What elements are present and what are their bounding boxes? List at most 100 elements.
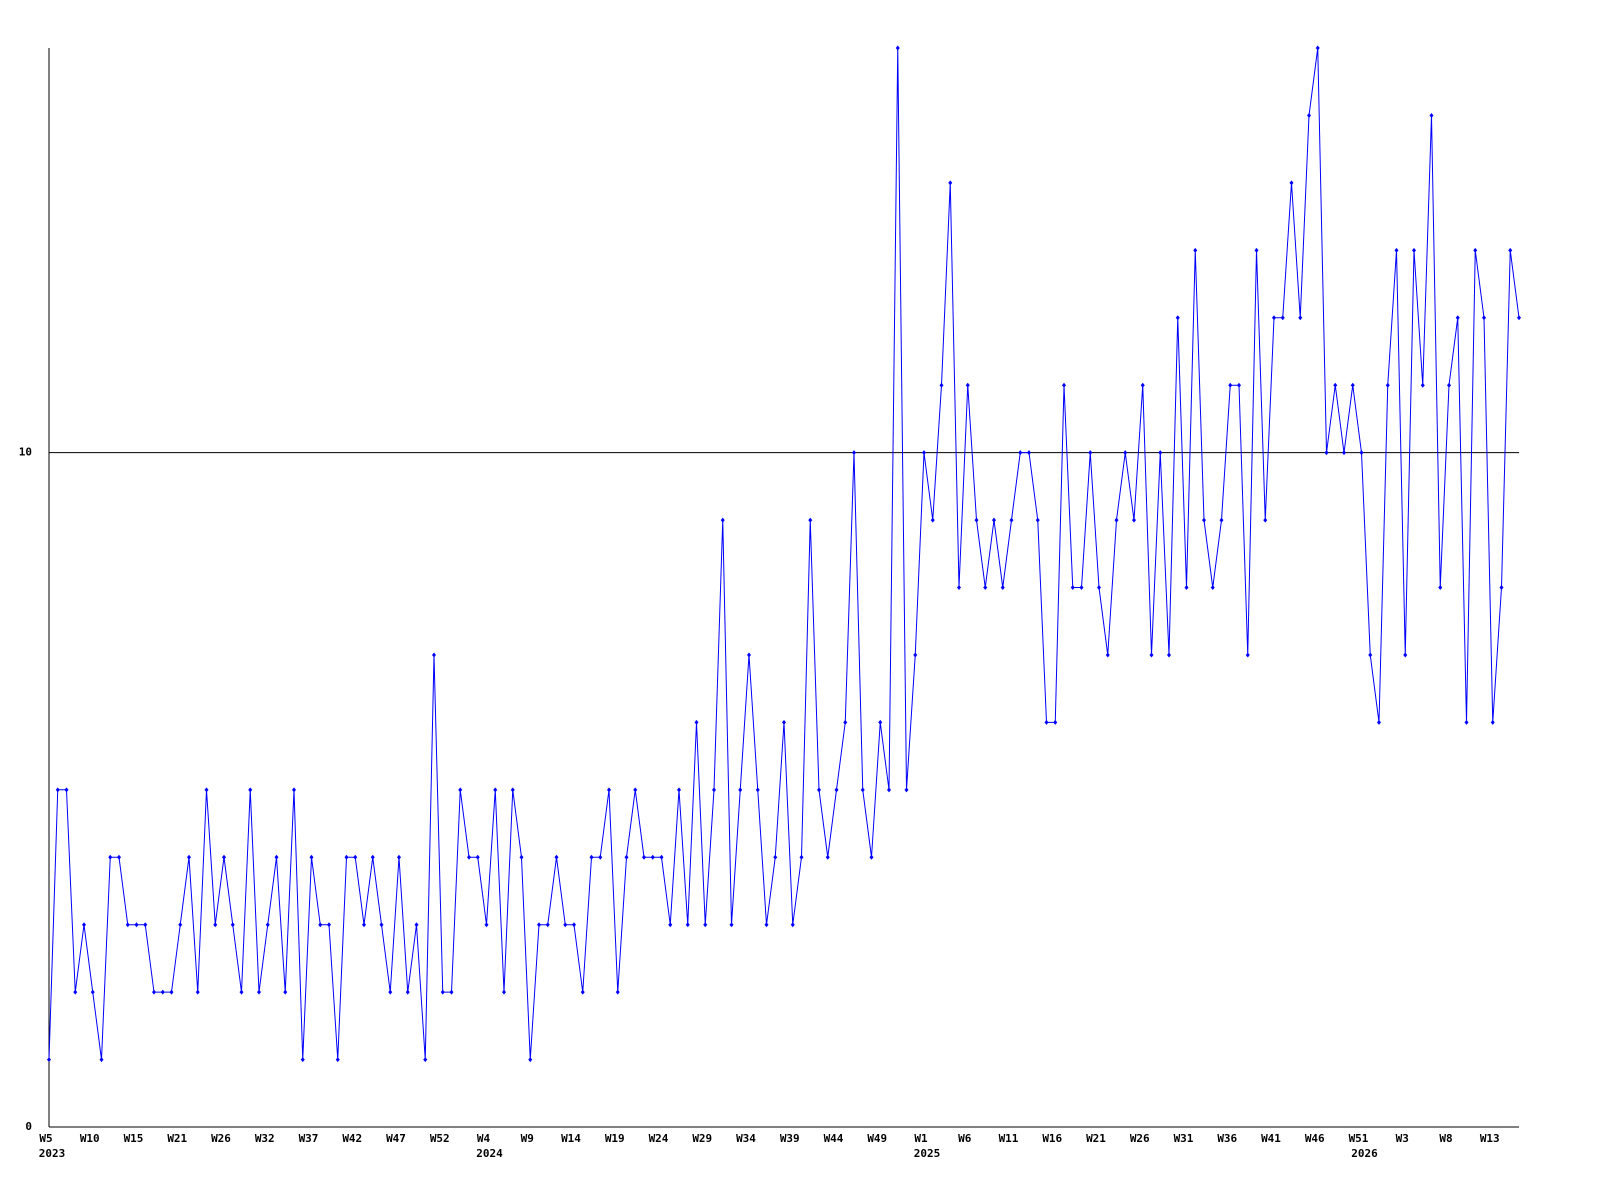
data-point	[423, 1057, 428, 1063]
data-point	[992, 517, 996, 523]
data-point	[327, 922, 331, 928]
data-point	[230, 922, 235, 928]
data-point	[519, 854, 524, 860]
data-point	[545, 922, 550, 928]
data-point	[1140, 382, 1145, 388]
data-point	[99, 1057, 104, 1063]
data-point	[1088, 450, 1093, 456]
x-tick-label: W10	[80, 1132, 100, 1145]
data-point	[825, 854, 830, 860]
data-point	[1167, 652, 1171, 658]
data-point	[300, 1057, 305, 1063]
data-point	[1193, 247, 1198, 253]
data-point	[248, 787, 253, 793]
data-point	[1333, 382, 1338, 388]
data-point	[152, 989, 156, 995]
data-point	[650, 854, 655, 860]
data-point	[1359, 450, 1364, 456]
data-point	[318, 922, 323, 928]
data-point	[1027, 450, 1031, 456]
data-point	[799, 854, 804, 860]
data-point	[362, 922, 366, 928]
data-point	[90, 989, 95, 995]
data-point	[1245, 652, 1250, 658]
x-tick-label: W9	[521, 1132, 534, 1145]
data-point	[213, 922, 218, 928]
data-point	[764, 922, 769, 928]
data-point	[134, 922, 139, 928]
data-point	[1158, 450, 1163, 456]
data-point	[1202, 517, 1206, 523]
x-group-label: 2024	[476, 1147, 503, 1160]
y-tick-label: 0	[25, 1120, 32, 1133]
data-point	[1105, 652, 1110, 658]
data-point	[1114, 517, 1119, 523]
data-point	[913, 652, 918, 658]
data-point	[974, 517, 979, 523]
x-group-label: 2025	[914, 1147, 941, 1160]
data-point	[484, 922, 489, 928]
data-point	[790, 922, 795, 928]
data-point	[869, 854, 874, 860]
x-group-label: 2023	[39, 1147, 66, 1160]
data-point	[1394, 247, 1399, 253]
x-tick-label: W21	[1086, 1132, 1106, 1145]
data-point	[1464, 719, 1469, 725]
data-point	[668, 922, 673, 928]
x-tick-label: W6	[958, 1132, 972, 1145]
data-point	[572, 922, 576, 928]
data-point	[265, 922, 270, 928]
x-tick-label: W16	[1042, 1132, 1062, 1145]
data-point	[502, 989, 506, 995]
data-point	[1263, 517, 1268, 523]
data-point	[1000, 585, 1005, 590]
data-point	[1315, 45, 1320, 51]
data-point	[117, 854, 121, 860]
data-point	[432, 652, 436, 658]
data-point	[607, 787, 611, 793]
data-point	[729, 922, 734, 928]
data-point	[178, 922, 183, 928]
data-point	[1184, 585, 1189, 590]
data-point	[624, 854, 629, 860]
data-line	[48, 47, 1520, 1060]
data-point	[405, 989, 410, 995]
x-tick-label: W52	[430, 1132, 450, 1145]
data-point	[677, 787, 681, 793]
data-point	[633, 787, 638, 793]
data-point	[589, 854, 594, 860]
data-point	[1350, 382, 1355, 388]
data-point	[1280, 315, 1285, 321]
data-point	[370, 854, 375, 860]
x-tick-label: W19	[605, 1132, 625, 1145]
data-point	[143, 922, 148, 928]
data-point	[1053, 719, 1058, 725]
x-tick-label: W51	[1349, 1132, 1369, 1145]
data-point	[1079, 585, 1084, 590]
data-point	[108, 854, 113, 860]
x-tick-label: W26	[211, 1132, 231, 1145]
data-point	[344, 854, 349, 860]
data-point	[1447, 382, 1451, 388]
data-point	[773, 854, 778, 860]
data-point	[808, 517, 813, 523]
x-tick-label: W11	[999, 1132, 1019, 1145]
data-point	[257, 989, 261, 995]
x-tick-label: W13	[1480, 1132, 1500, 1145]
x-group-label: 2026	[1351, 1147, 1378, 1160]
data-point	[685, 922, 690, 928]
data-point	[878, 719, 883, 725]
data-point	[47, 1057, 51, 1063]
data-point	[353, 854, 358, 860]
data-point	[397, 854, 401, 860]
data-point	[388, 989, 393, 995]
x-tick-label: W8	[1439, 1132, 1452, 1145]
data-point	[1438, 585, 1443, 590]
data-point	[1420, 382, 1425, 388]
data-point	[1044, 719, 1049, 725]
data-point	[834, 787, 839, 793]
data-point	[1123, 450, 1128, 456]
data-point	[414, 922, 419, 928]
data-point	[1298, 315, 1303, 321]
